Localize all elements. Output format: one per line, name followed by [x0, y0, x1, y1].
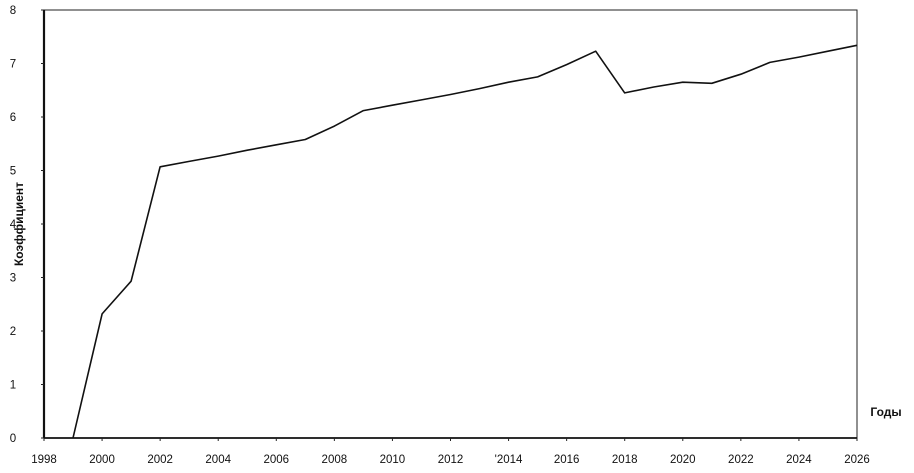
x-axis: 1998 2000 2002 2004 2006 2008 2010 2012 '2014 201…: [31, 438, 870, 466]
x-tick-label: 2000: [89, 454, 115, 466]
x-tick-label: 1998: [31, 454, 57, 466]
y-tick-label: 3: [10, 273, 16, 285]
y-tick-label: 7: [10, 59, 16, 71]
y-tick-label: 0: [10, 433, 16, 445]
series-line: [72, 44, 858, 439]
x-tick-label: 2024: [786, 454, 812, 466]
x-tick-label: 2022: [728, 454, 754, 466]
y-axis-title: Коэффициент: [12, 182, 26, 266]
x-tick-label: 2012: [438, 454, 464, 466]
plot-border: [43, 9, 858, 439]
y-tick-label: 1: [10, 380, 16, 392]
x-tick-label: 2016: [554, 454, 580, 466]
y-tick-label: 4: [10, 219, 17, 231]
y-tick-label: 5: [10, 166, 16, 178]
y-axis: 0 1 2 3 4 5 6 7 8: [10, 5, 44, 445]
plot-area: [42, 9, 858, 439]
x-tick-label: 2006: [263, 454, 289, 466]
x-axis-title: Годы: [870, 405, 901, 419]
x-tick-label: 2002: [147, 454, 173, 466]
x-tick-label: 2004: [205, 454, 231, 466]
x-tick-label: 2010: [380, 454, 406, 466]
y-tick-label: 6: [10, 112, 16, 124]
x-tick-label: 2020: [670, 454, 696, 466]
x-tick-label: 2026: [844, 454, 870, 466]
x-tick-label: 2008: [322, 454, 348, 466]
x-tick-label: 2018: [612, 454, 638, 466]
series-layer: [72, 44, 858, 439]
y-tick-label: 2: [10, 326, 16, 338]
y-tick-label: 8: [10, 5, 16, 17]
x-tick-label: '2014: [495, 454, 523, 466]
